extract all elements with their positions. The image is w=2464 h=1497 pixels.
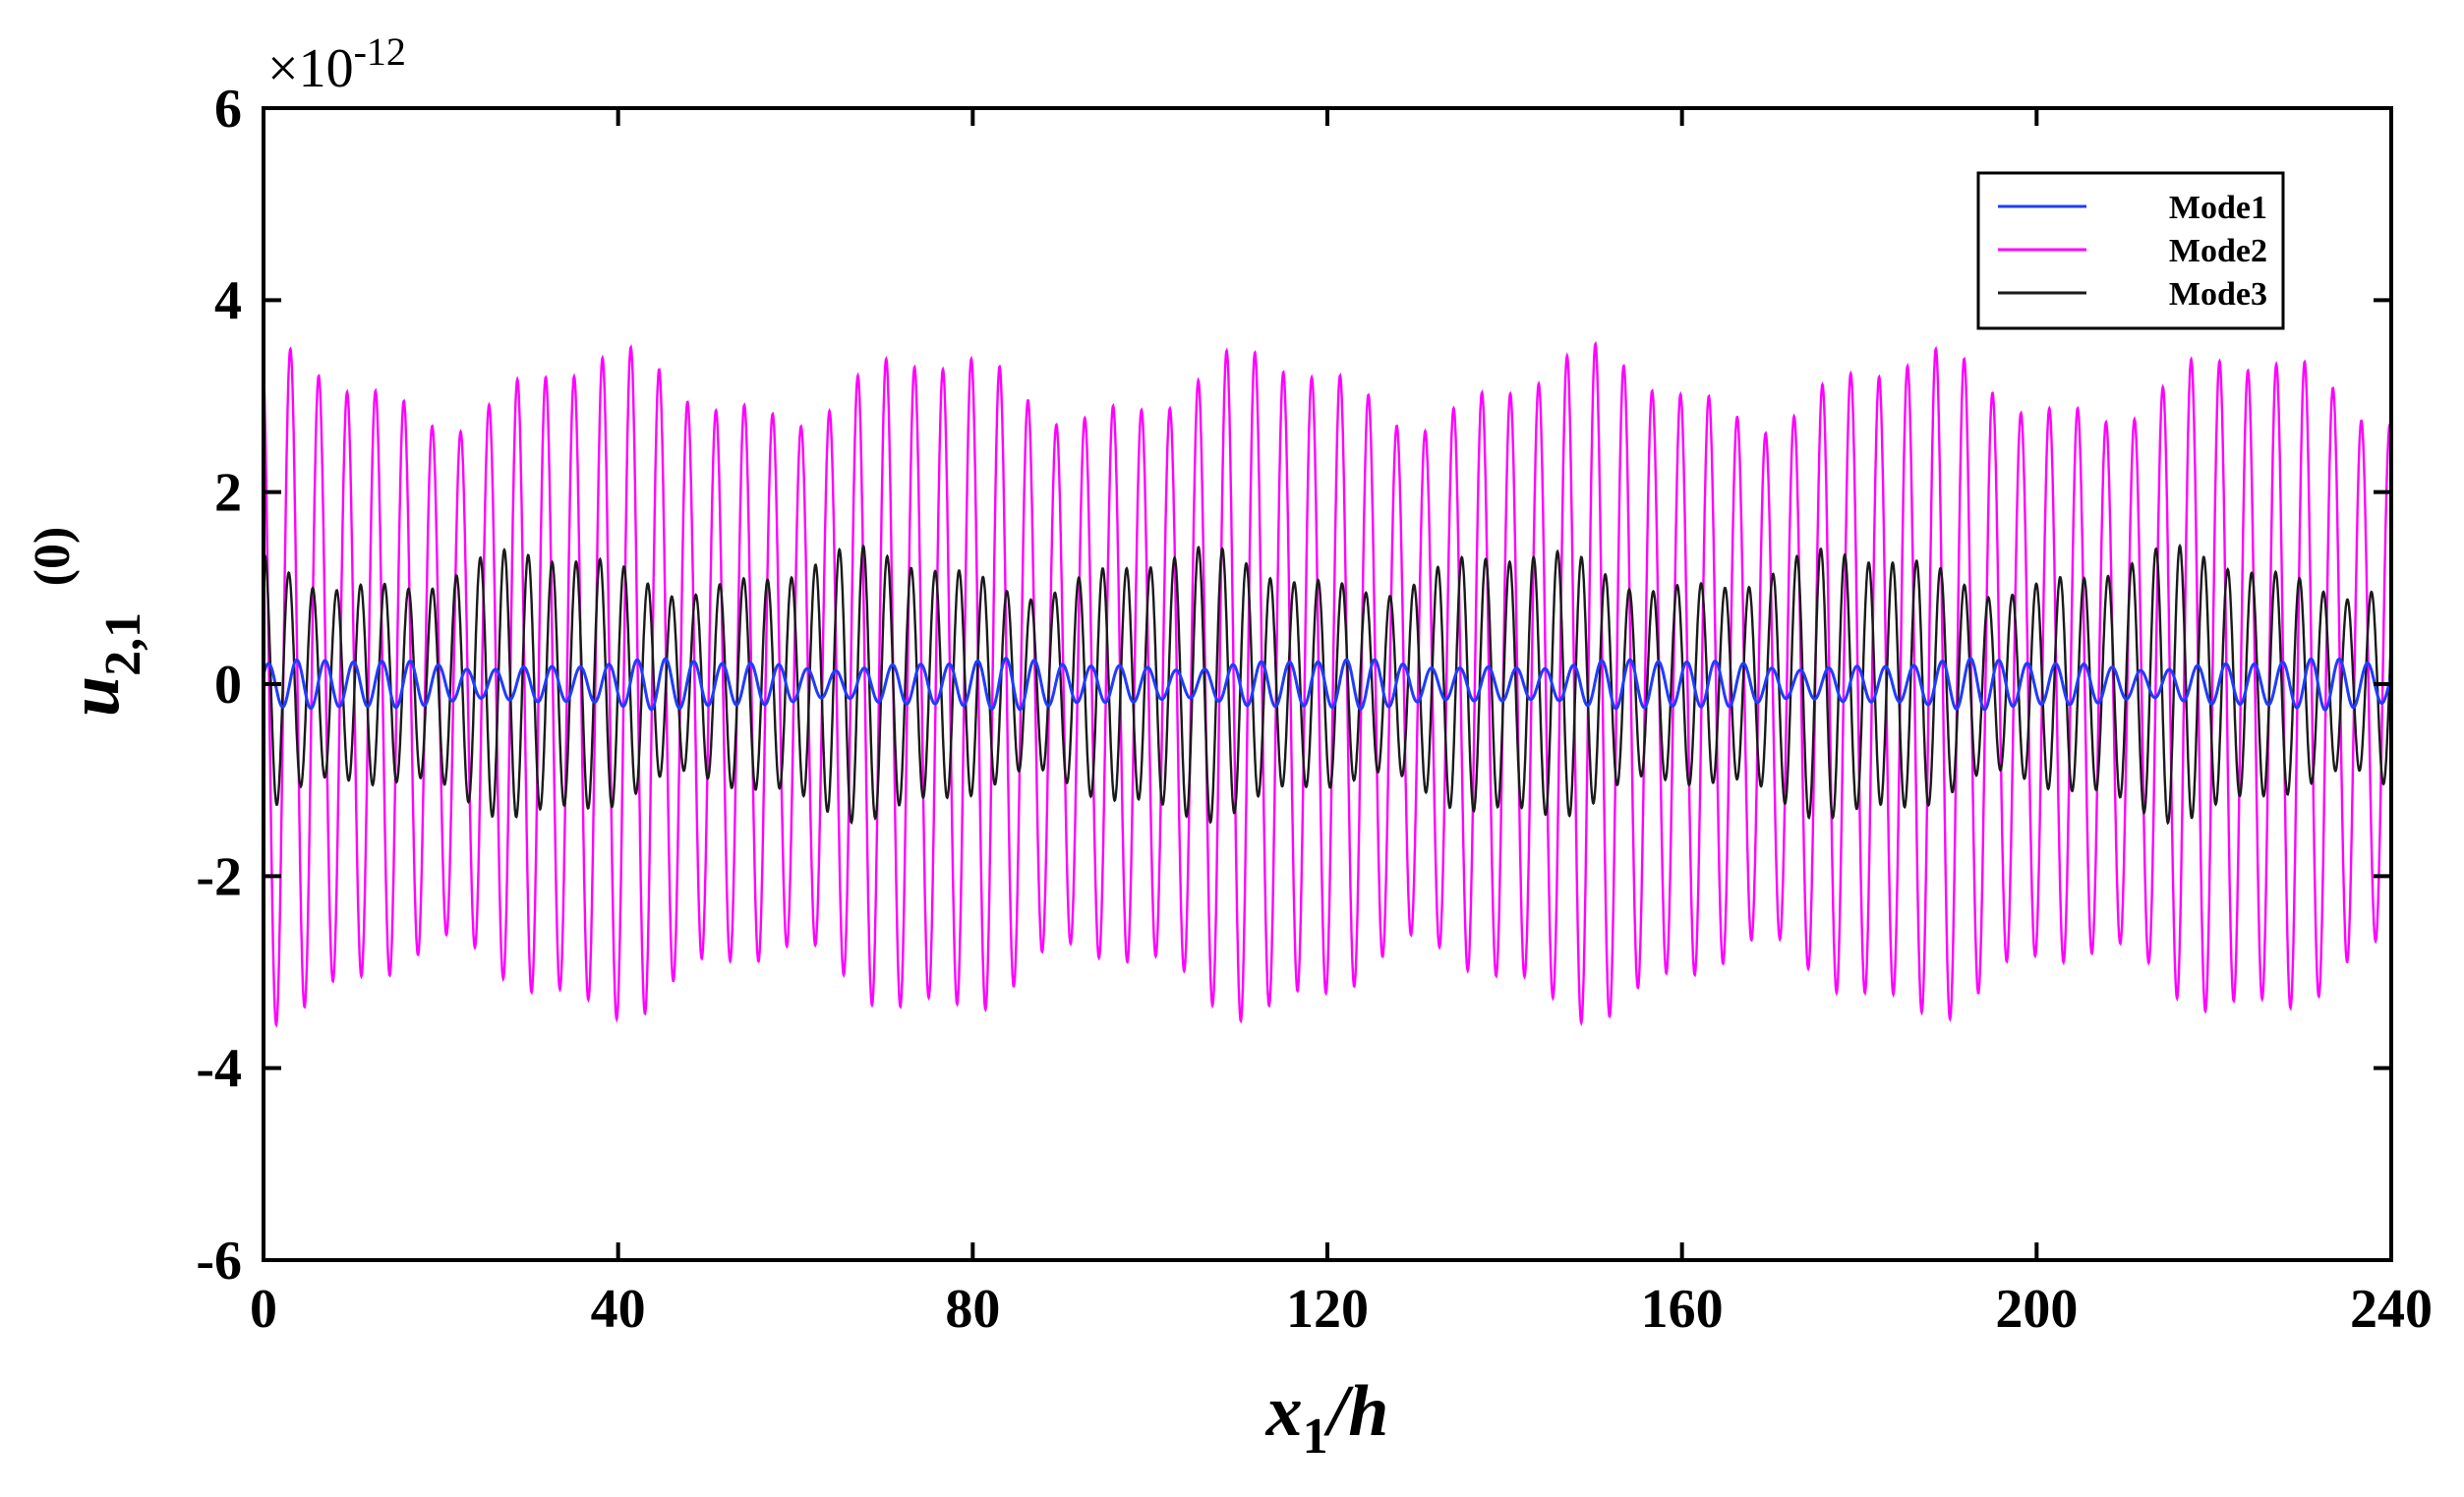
svg-text:u2,1: u2,1 <box>54 612 151 717</box>
series-layer <box>262 340 2393 1028</box>
y-tick-label-4: 4 <box>214 270 242 331</box>
x-tick-label-40: 40 <box>591 1279 646 1340</box>
x-tick-label-240: 240 <box>2350 1279 2433 1340</box>
series-line-mode3 <box>262 544 2393 826</box>
legend-label-mode3: Mode3 <box>2169 276 2267 313</box>
y-tick-label-0: 0 <box>214 655 242 716</box>
x-tick-label-120: 120 <box>1286 1279 1369 1340</box>
legend: Mode1 Mode2 Mode3 <box>1976 171 2285 330</box>
y-tick-label-6: 6 <box>214 79 242 140</box>
y-axis-superscript: (0) <box>25 527 81 587</box>
y-axis-label: u2,1 (0) <box>25 527 151 717</box>
y-tick-label--2: -2 <box>196 846 242 907</box>
legend-box <box>1976 171 2285 330</box>
y-tick-label--6: -6 <box>196 1231 242 1292</box>
x-axis-label: x1/h <box>1265 1371 1389 1465</box>
x-tick-label-80: 80 <box>945 1279 1000 1340</box>
y-tick-label--4: -4 <box>196 1039 242 1100</box>
series-line-mode1 <box>262 657 2393 712</box>
x-tick-label-200: 200 <box>1995 1279 2078 1340</box>
x-tick-label-160: 160 <box>1641 1279 1724 1340</box>
x-tick-label-0: 0 <box>250 1279 277 1340</box>
tick-layer: 0 40 80 120 160 200 240 -6 -4 -2 0 2 4 6 <box>196 79 2433 1340</box>
y-exponent-label: ×10-12 <box>267 29 406 99</box>
y-tick-label-2: 2 <box>214 463 242 524</box>
legend-label-mode2: Mode2 <box>2169 233 2267 269</box>
series-line-mode2 <box>262 340 2393 1028</box>
legend-label-mode1: Mode1 <box>2169 190 2267 226</box>
